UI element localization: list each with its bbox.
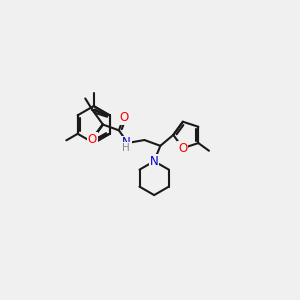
Text: O: O xyxy=(178,142,188,154)
Text: N: N xyxy=(122,136,130,149)
Text: O: O xyxy=(119,111,128,124)
Text: N: N xyxy=(150,155,158,168)
Text: O: O xyxy=(88,133,97,146)
Text: H: H xyxy=(122,142,130,153)
